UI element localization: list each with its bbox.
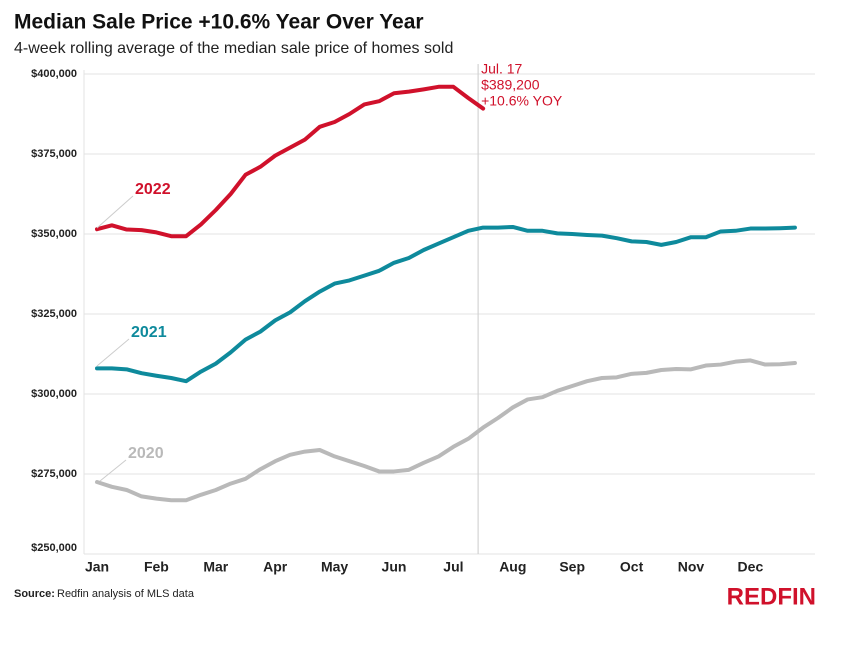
x-tick-label: Mar	[203, 559, 228, 575]
y-tick-label: $300,000	[31, 388, 77, 400]
y-tick-label: $400,000	[31, 68, 77, 80]
series-line	[95, 358, 797, 503]
label-leader	[99, 459, 127, 482]
x-tick-label: Jan	[85, 559, 109, 575]
series-label: 2020	[128, 445, 164, 462]
x-tick-label: Jul	[443, 559, 463, 575]
x-tick-label: Nov	[678, 559, 705, 575]
x-tick-label: May	[321, 559, 348, 575]
source-text: Redfin analysis of MLS data	[57, 588, 195, 600]
y-tick-label: $325,000	[31, 308, 77, 320]
x-tick-label: Oct	[620, 559, 644, 575]
logo: REDFIN	[727, 583, 816, 610]
chart-title: Median Sale Price +10.6% Year Over Year	[14, 11, 424, 34]
chart-subtitle: 4-week rolling average of the median sal…	[14, 40, 453, 57]
y-tick-label: $375,000	[31, 148, 77, 160]
x-tick-label: Apr	[263, 559, 288, 575]
series-line	[95, 84, 486, 239]
x-tick-label: Feb	[144, 559, 169, 575]
annotation-text: $389,200	[481, 77, 540, 93]
x-tick-label: Sep	[559, 559, 585, 575]
y-tick-label: $250,000	[31, 542, 77, 554]
y-tick-label: $275,000	[31, 468, 77, 480]
annotation-text: Jul. 17	[481, 61, 522, 77]
series-label: 2022	[135, 181, 171, 198]
label-leader	[96, 338, 130, 367]
x-tick-label: Jun	[382, 559, 407, 575]
x-tick-label: Dec	[738, 559, 764, 575]
y-tick-label: $350,000	[31, 228, 77, 240]
series-line	[95, 224, 797, 384]
annotation-text: +10.6% YOY	[481, 93, 563, 109]
source-label: Source:	[14, 588, 55, 600]
label-leader	[96, 195, 134, 229]
series-label: 2021	[131, 324, 167, 341]
x-tick-label: Aug	[499, 559, 526, 575]
